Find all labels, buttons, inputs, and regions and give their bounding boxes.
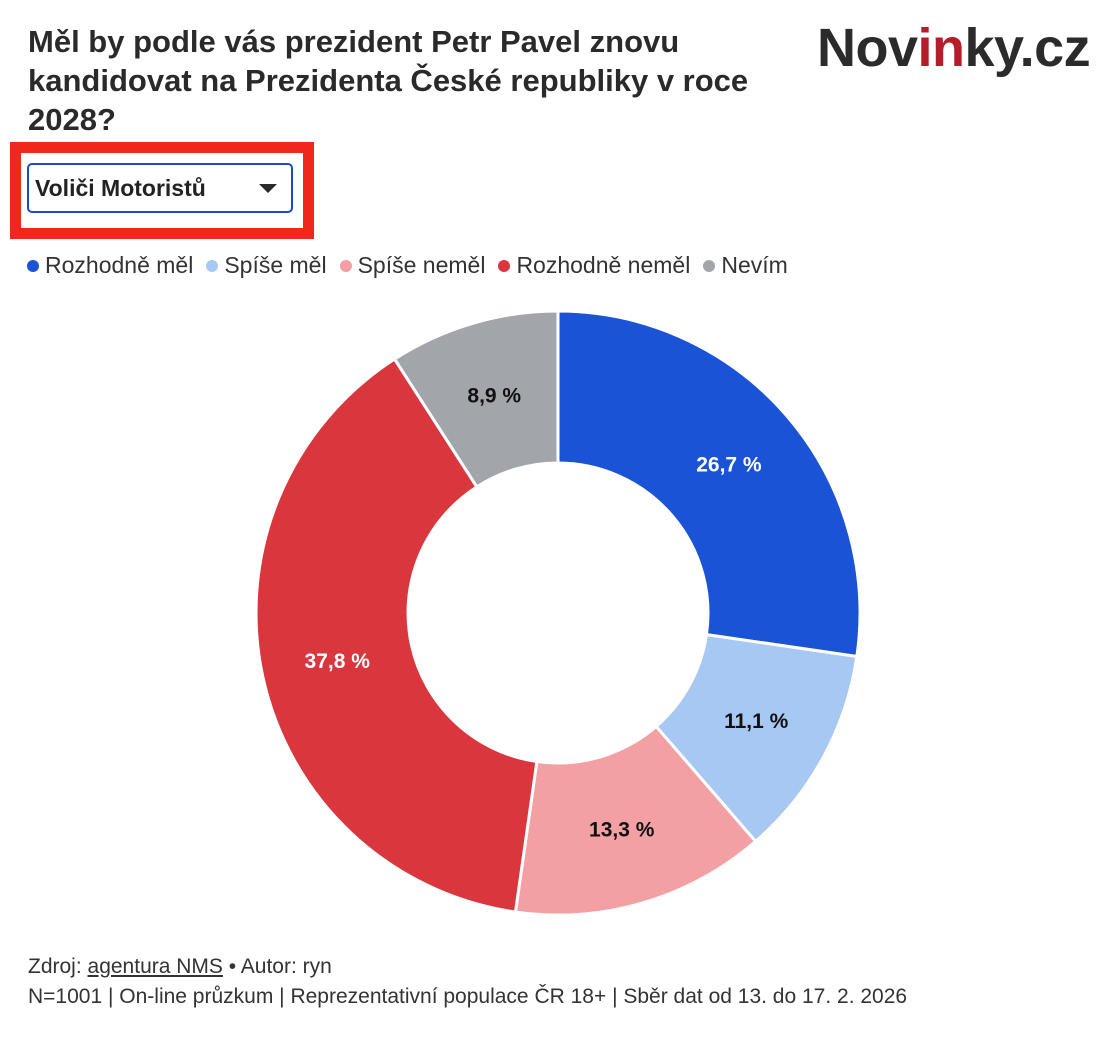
slice-value-label: 13,3 % <box>589 818 655 841</box>
author-text: • Autor: ryn <box>222 955 332 978</box>
novinky-logo[interactable]: Novinky.cz <box>817 16 1091 80</box>
legend-item[interactable]: Nevím <box>703 252 788 279</box>
chevron-down-icon <box>259 183 277 193</box>
legend-label: Spíše neměl <box>357 252 486 278</box>
legend-marker <box>339 259 352 272</box>
voter-group-selected-value: Voliči Motoristů <box>35 174 206 201</box>
voter-group-select[interactable]: Voliči Motoristů <box>27 163 293 213</box>
legend-item[interactable]: Spíše měl <box>206 252 327 279</box>
donut-slice[interactable] <box>254 357 539 914</box>
legend-label: Rozhodně neměl <box>516 252 691 278</box>
legend-marker <box>206 259 219 272</box>
slice-value-label: 8,9 % <box>467 385 521 408</box>
donut-slice[interactable] <box>513 724 758 917</box>
source-line: Zdroj: agentura NMS • Autor: ryn <box>28 952 1078 982</box>
legend-marker <box>27 259 39 272</box>
legend-label: Spíše měl <box>224 252 327 278</box>
source-prefix: Zdroj: <box>28 955 88 978</box>
donut-slice[interactable] <box>556 309 862 659</box>
slice-value-label: 26,7 % <box>696 454 762 477</box>
slice-value-label: 11,1 % <box>724 710 789 733</box>
legend-label: Nevím <box>721 252 788 278</box>
logo-text-accent: in <box>917 18 966 78</box>
legend-item[interactable]: Rozhodně neměl <box>498 252 690 279</box>
legend-marker <box>703 259 716 272</box>
legend-item[interactable]: Spíše neměl <box>339 252 486 279</box>
highlight-annotation-box <box>10 142 314 239</box>
donut-slice[interactable] <box>393 309 560 489</box>
methodology-text: N=1001 | On-line průzkum | Reprezentativ… <box>28 985 908 1008</box>
chart-title: Měl by podle vás prezident Petr Pavel zn… <box>28 24 749 137</box>
legend-item[interactable]: Rozhodně měl <box>27 252 193 279</box>
chart-legend: Rozhodně měl Spíše měl Spíše neměl Rozhodně… <box>27 252 801 279</box>
donut-chart: 26,7 % 11,1 % 13,3 % 37,8 % 8,9 % <box>254 309 862 917</box>
legend-marker <box>498 259 511 272</box>
source-link[interactable]: agentura NMS <box>87 955 223 978</box>
slice-value-label: 37,8 % <box>305 650 371 673</box>
chart-footer: Zdroj: agentura NMS • Autor: ryn N=1001 … <box>28 952 1078 1012</box>
logo-text-part1: Nov <box>817 18 918 78</box>
logo-text-part3: ky.cz <box>964 18 1091 78</box>
legend-label: Rozhodně měl <box>45 252 194 278</box>
